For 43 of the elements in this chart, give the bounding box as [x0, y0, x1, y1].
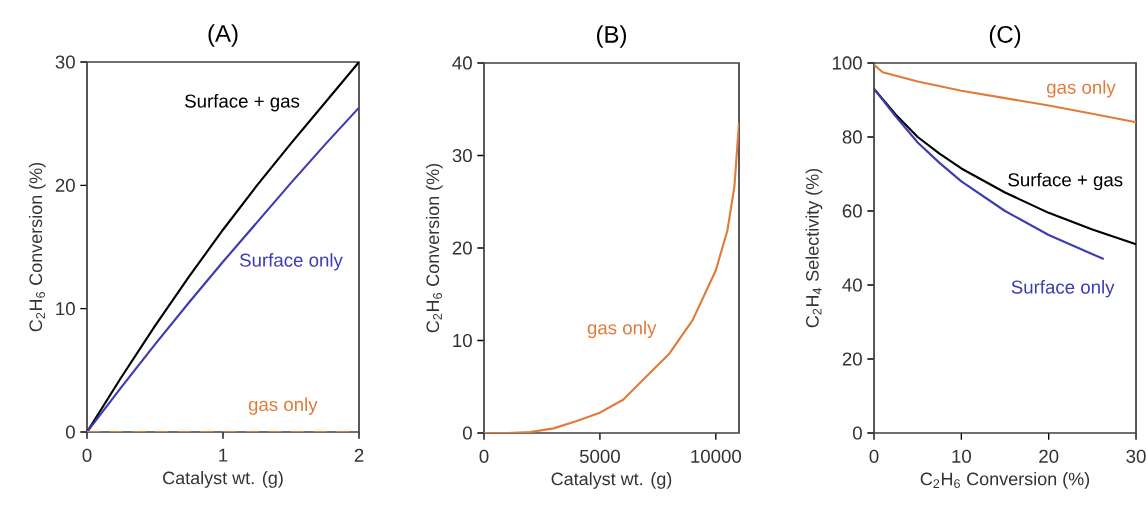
series-label: gas only [248, 397, 318, 415]
y-axis-title: C$_{2}$H$_{6}$ Conversion (%) [425, 163, 443, 333]
series-label: gas only [1047, 80, 1116, 98]
x-axis-title: Catalyst wt. (g) [551, 472, 672, 489]
y-tick-label: 100 [832, 56, 862, 70]
x-tick-label: 10000 [691, 449, 742, 463]
series-label: Surface only [1011, 280, 1115, 298]
x-tick-label: 0 [869, 449, 879, 463]
y-tick-label: 10 [56, 302, 75, 316]
y-tick-label: 0 [852, 426, 862, 440]
series-label: gas only [587, 320, 657, 339]
y-axis-title: C$_{2}$H$_{4}$ Selectivity (%) [805, 168, 823, 328]
y-tick-label: 40 [842, 278, 862, 292]
y-tick-label: 20 [842, 352, 862, 366]
x-tick-label: 1 [219, 448, 228, 462]
y-tick-label: 10 [453, 333, 472, 348]
y-tick-label: 30 [452, 148, 472, 163]
series-label: Surface + gas [185, 94, 300, 112]
chart-title: (B) [597, 25, 627, 48]
y-tick-label: 40 [452, 56, 472, 70]
y-tick-label: 30 [55, 55, 75, 69]
y-tick-label: 0 [65, 425, 75, 439]
x-tick-label: 5000 [579, 449, 620, 463]
line-series [484, 122, 740, 433]
series-label: Surface + gas [1008, 172, 1123, 191]
x-tick-label: 10 [952, 449, 972, 463]
y-axis-title: C$_{2}$H$_{6}$ Conversion (%) [28, 162, 46, 332]
y-tick-label: 20 [452, 241, 472, 255]
x-axis-title: Catalyst wt. (g) [163, 471, 283, 488]
x-tick-label: 0 [82, 448, 92, 462]
y-tick-label: 60 [842, 204, 862, 218]
y-tick-label: 20 [55, 178, 75, 192]
line-series [874, 63, 1137, 124]
series-label: Surface only [239, 253, 343, 271]
y-tick-label: 80 [842, 130, 862, 144]
chart-title: (C) [989, 25, 1021, 48]
chart-title: (A) [208, 24, 238, 47]
x-tick-label: 20 [1039, 449, 1059, 463]
x-axis-title: C$_{2}$H$_{6}$ Conversion (%) [920, 472, 1090, 489]
y-tick-label: 0 [462, 426, 472, 440]
x-tick-label: 2 [354, 448, 364, 462]
x-tick-label: 0 [479, 449, 489, 463]
x-tick-label: 30 [1126, 449, 1146, 463]
